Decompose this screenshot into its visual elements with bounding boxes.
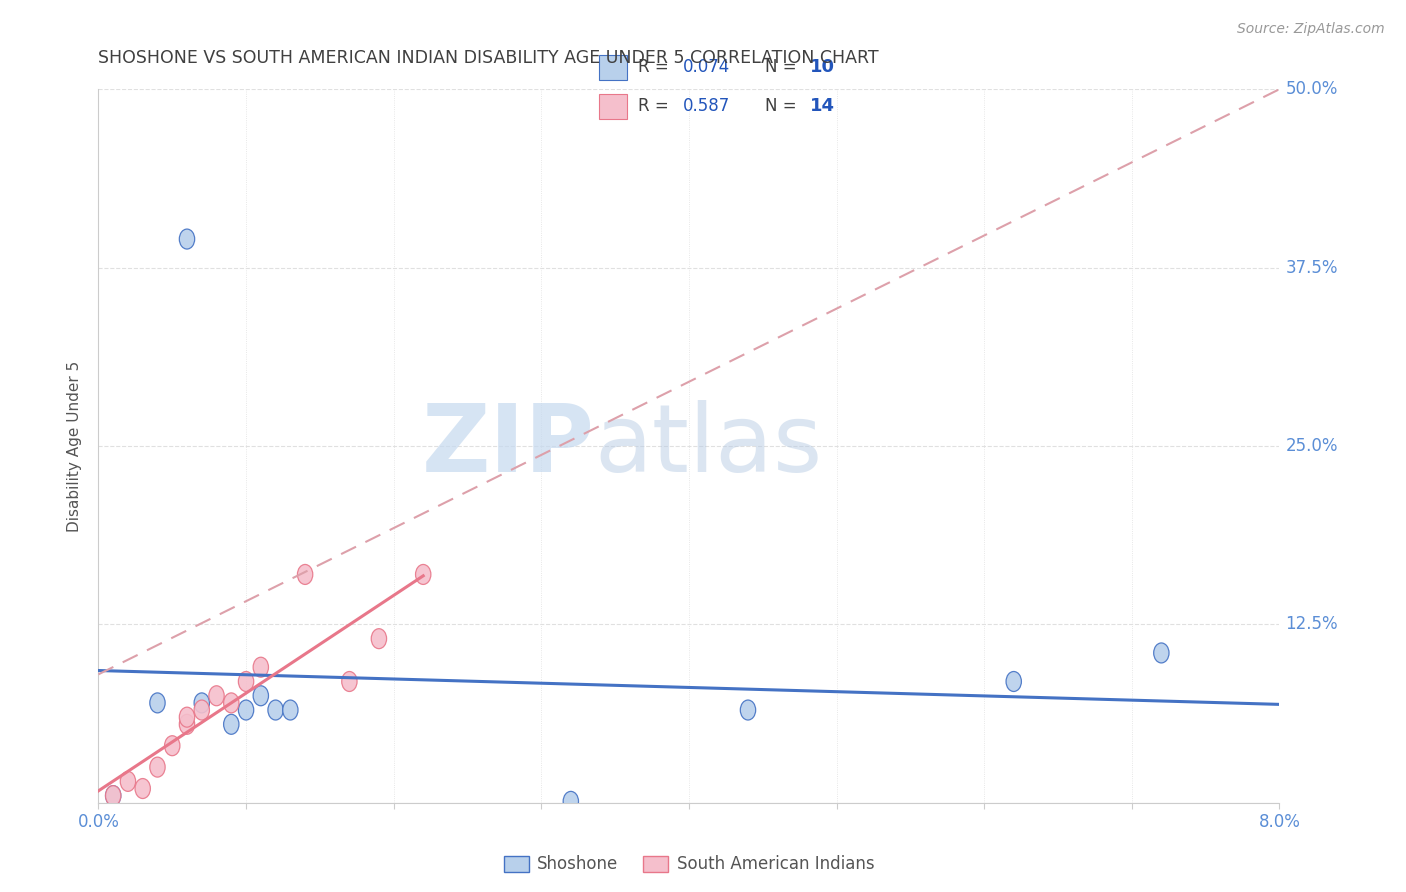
Ellipse shape bbox=[180, 707, 194, 727]
Ellipse shape bbox=[224, 693, 239, 713]
Bar bbox=[599, 54, 627, 80]
Ellipse shape bbox=[371, 629, 387, 648]
Ellipse shape bbox=[283, 700, 298, 720]
Text: 37.5%: 37.5% bbox=[1285, 259, 1339, 277]
Bar bbox=[599, 94, 627, 120]
Ellipse shape bbox=[298, 565, 312, 584]
Text: 0.587: 0.587 bbox=[683, 97, 731, 115]
Legend: Shoshone, South American Indians: Shoshone, South American Indians bbox=[496, 849, 882, 880]
Text: atlas: atlas bbox=[595, 400, 823, 492]
Ellipse shape bbox=[150, 757, 165, 777]
Ellipse shape bbox=[209, 686, 224, 706]
Ellipse shape bbox=[224, 714, 239, 734]
Ellipse shape bbox=[194, 693, 209, 713]
Ellipse shape bbox=[741, 700, 755, 720]
Ellipse shape bbox=[105, 786, 121, 805]
Text: 12.5%: 12.5% bbox=[1285, 615, 1339, 633]
Ellipse shape bbox=[416, 565, 430, 584]
Text: 25.0%: 25.0% bbox=[1285, 437, 1339, 455]
Ellipse shape bbox=[180, 229, 194, 249]
Text: R =: R = bbox=[638, 97, 675, 115]
Y-axis label: Disability Age Under 5: Disability Age Under 5 bbox=[67, 360, 83, 532]
Ellipse shape bbox=[269, 700, 283, 720]
Ellipse shape bbox=[342, 672, 357, 691]
Ellipse shape bbox=[165, 736, 180, 756]
Ellipse shape bbox=[564, 791, 578, 812]
Text: 50.0%: 50.0% bbox=[1285, 80, 1337, 98]
Ellipse shape bbox=[1154, 643, 1168, 663]
Text: 0.074: 0.074 bbox=[683, 59, 731, 77]
Ellipse shape bbox=[105, 786, 121, 805]
Ellipse shape bbox=[253, 686, 269, 706]
Ellipse shape bbox=[150, 693, 165, 713]
Ellipse shape bbox=[253, 657, 269, 677]
Ellipse shape bbox=[1007, 672, 1021, 691]
Text: ZIP: ZIP bbox=[422, 400, 595, 492]
Text: 14: 14 bbox=[810, 97, 835, 115]
Text: 10: 10 bbox=[810, 59, 835, 77]
Ellipse shape bbox=[135, 779, 150, 798]
Ellipse shape bbox=[121, 772, 135, 791]
Text: N =: N = bbox=[765, 97, 801, 115]
Ellipse shape bbox=[180, 714, 194, 734]
Ellipse shape bbox=[239, 700, 253, 720]
Text: N =: N = bbox=[765, 59, 801, 77]
Ellipse shape bbox=[239, 672, 253, 691]
Ellipse shape bbox=[194, 700, 209, 720]
Text: R =: R = bbox=[638, 59, 675, 77]
Text: SHOSHONE VS SOUTH AMERICAN INDIAN DISABILITY AGE UNDER 5 CORRELATION CHART: SHOSHONE VS SOUTH AMERICAN INDIAN DISABI… bbox=[98, 49, 879, 67]
Text: Source: ZipAtlas.com: Source: ZipAtlas.com bbox=[1237, 22, 1385, 37]
